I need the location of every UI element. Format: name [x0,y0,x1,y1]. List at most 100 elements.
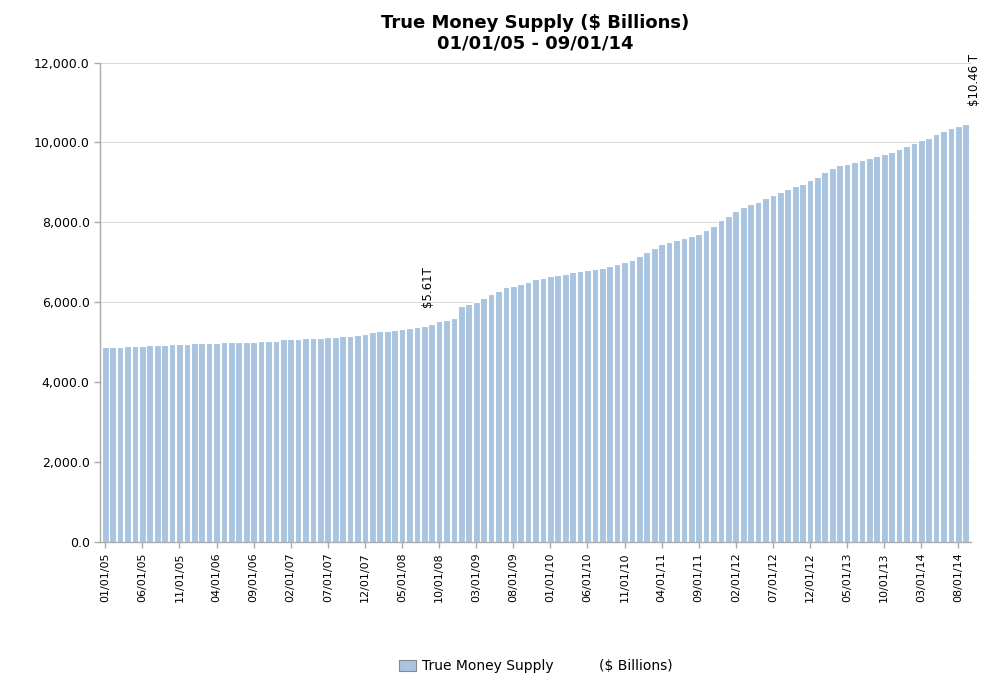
Bar [280,339,286,542]
Bar [146,345,153,542]
Bar [755,202,762,542]
Bar [332,336,338,542]
Bar [257,341,264,542]
Bar [117,347,123,542]
Bar [570,272,576,542]
Bar [614,264,621,542]
Bar [131,346,138,542]
Bar [881,154,888,542]
Bar [124,347,131,542]
Bar [472,302,479,542]
Bar [866,158,873,542]
Bar [644,252,650,542]
Legend: True Money Supply, ($ Billions): True Money Supply, ($ Billions) [393,654,678,679]
Bar [888,152,895,542]
Bar [651,248,658,542]
Bar [911,143,917,542]
Bar [450,318,457,542]
Bar [555,275,562,542]
Bar [243,342,249,542]
Bar [703,231,710,542]
Bar [874,156,880,542]
Bar [510,286,517,542]
Bar [139,346,146,542]
Bar [339,336,346,542]
Bar [487,295,494,542]
Bar [851,162,858,542]
Bar [369,332,375,542]
Bar [220,343,227,542]
Bar [295,338,301,542]
Bar [302,338,309,542]
Bar [666,243,673,542]
Bar [962,124,969,542]
Bar [391,330,398,542]
Bar [518,284,525,542]
Bar [896,149,902,542]
Bar [785,189,791,542]
Bar [770,195,776,542]
Bar [622,263,628,542]
Bar [161,345,168,542]
Bar [681,238,688,542]
Bar [740,207,747,542]
Bar [762,199,769,542]
Bar [169,345,175,542]
Bar [711,227,717,542]
Bar [955,126,962,542]
Bar [354,335,360,542]
Bar [398,329,405,542]
Bar [903,147,910,542]
Bar [547,277,554,542]
Bar [540,277,547,542]
Bar [814,177,821,542]
Bar [525,281,532,542]
Bar [807,181,814,542]
Bar [176,344,183,542]
Bar [465,304,472,542]
Bar [918,140,925,542]
Bar [406,328,412,542]
Bar [673,240,680,542]
Bar [250,342,257,542]
Bar [346,336,353,542]
Bar [592,269,599,542]
Bar [198,343,205,542]
Bar [636,256,643,542]
Bar [829,168,836,542]
Bar [191,343,197,542]
Bar [480,298,486,542]
Bar [376,332,383,542]
Bar [183,344,190,542]
Bar [428,325,435,542]
Bar [933,134,940,542]
Bar [213,343,220,542]
Bar [154,345,160,542]
Bar [109,347,116,542]
Bar [748,204,754,542]
Bar [361,334,368,542]
Bar [458,306,464,542]
Bar [733,211,739,542]
Bar [799,183,806,542]
Bar [822,172,828,542]
Bar [228,343,235,542]
Bar [792,186,799,542]
Bar [925,138,932,542]
Bar [309,338,316,542]
Bar [206,343,212,542]
Bar [413,327,420,542]
Text: $10.46 T: $10.46 T [968,54,981,106]
Bar [777,193,784,542]
Bar [718,220,725,542]
Bar [503,287,510,542]
Bar [443,320,449,542]
Bar [659,245,665,542]
Text: $5.61T: $5.61T [421,266,434,307]
Bar [836,165,843,542]
Bar [725,216,732,542]
Bar [235,342,242,542]
Bar [317,338,323,542]
Bar [859,161,865,542]
Bar [383,331,390,542]
